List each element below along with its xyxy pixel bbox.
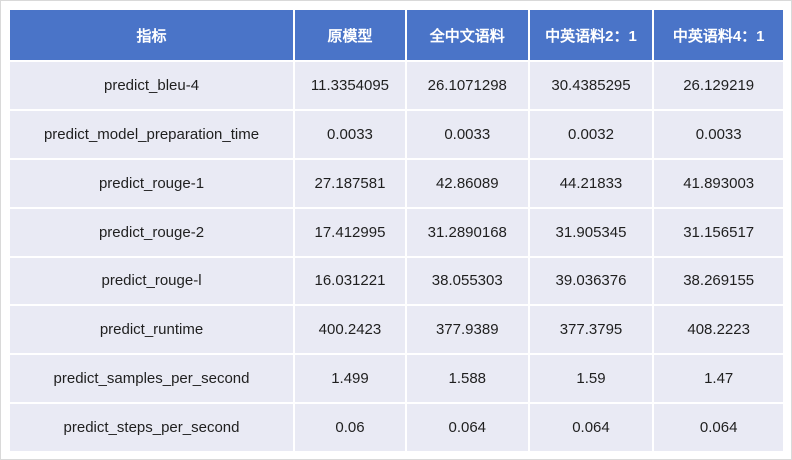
value-cell: 0.0033 xyxy=(654,110,783,158)
metrics-comparison-table: 指标 原模型 全中文语料 中英语料2：1 中英语料4：1 predict_ble… xyxy=(10,10,783,451)
value-cell: 31.156517 xyxy=(654,208,783,256)
metric-name-cell: predict_rouge-1 xyxy=(10,159,294,207)
column-header-all-chinese-corpus: 全中文语料 xyxy=(406,10,528,60)
value-cell: 31.2890168 xyxy=(406,208,528,256)
value-cell: 1.59 xyxy=(529,355,653,403)
value-cell: 38.269155 xyxy=(654,257,783,305)
metric-name-cell: predict_runtime xyxy=(10,306,294,354)
metric-name-cell: predict_bleu-4 xyxy=(10,62,294,109)
value-cell: 0.064 xyxy=(654,404,783,451)
column-header-cn-en-corpus-4-1: 中英语料4：1 xyxy=(654,10,783,60)
value-cell: 0.0033 xyxy=(295,110,405,158)
metric-name-cell: predict_steps_per_second xyxy=(10,404,294,451)
metric-name-cell: predict_samples_per_second xyxy=(10,355,294,403)
column-header-cn-en-corpus-2-1: 中英语料2：1 xyxy=(529,10,653,60)
value-cell: 39.036376 xyxy=(529,257,653,305)
column-header-original-model: 原模型 xyxy=(295,10,405,60)
value-cell: 377.3795 xyxy=(529,306,653,354)
value-cell: 38.055303 xyxy=(406,257,528,305)
value-cell: 0.064 xyxy=(529,404,653,451)
value-cell: 1.588 xyxy=(406,355,528,403)
value-cell: 400.2423 xyxy=(295,306,405,354)
value-cell: 42.86089 xyxy=(406,159,528,207)
value-cell: 26.129219 xyxy=(654,62,783,109)
value-cell: 0.064 xyxy=(406,404,528,451)
value-cell: 26.1071298 xyxy=(406,62,528,109)
value-cell: 30.4385295 xyxy=(529,62,653,109)
value-cell: 0.06 xyxy=(295,404,405,451)
value-cell: 16.031221 xyxy=(295,257,405,305)
value-cell: 44.21833 xyxy=(529,159,653,207)
value-cell: 408.2223 xyxy=(654,306,783,354)
metric-name-cell: predict_model_preparation_time xyxy=(10,110,294,158)
metric-name-cell: predict_rouge-l xyxy=(10,257,294,305)
value-cell: 41.893003 xyxy=(654,159,783,207)
value-cell: 1.47 xyxy=(654,355,783,403)
column-header-metric: 指标 xyxy=(10,10,294,60)
value-cell: 17.412995 xyxy=(295,208,405,256)
value-cell: 11.3354095 xyxy=(295,62,405,109)
value-cell: 1.499 xyxy=(295,355,405,403)
value-cell: 31.905345 xyxy=(529,208,653,256)
value-cell: 0.0033 xyxy=(406,110,528,158)
value-cell: 27.187581 xyxy=(295,159,405,207)
metric-name-cell: predict_rouge-2 xyxy=(10,208,294,256)
value-cell: 0.0032 xyxy=(529,110,653,158)
value-cell: 377.9389 xyxy=(406,306,528,354)
